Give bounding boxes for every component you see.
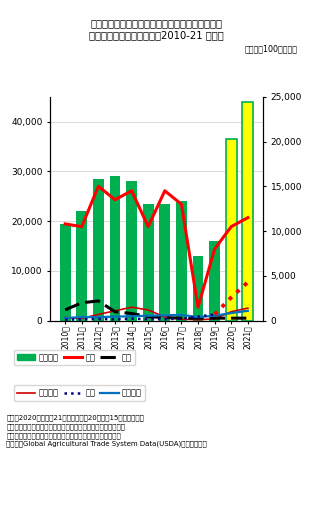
Text: （単位：100万ドル）: （単位：100万ドル）	[244, 45, 297, 54]
Bar	[93, 179, 104, 321]
Text: （表）　中国に対する米国の農水産物輸出総額と: （表） 中国に対する米国の農水産物輸出総額と	[90, 18, 223, 28]
Text: 主要５品目の輸出額　（2010-21 暦年）: 主要５品目の輸出額 （2010-21 暦年）	[89, 31, 224, 41]
Text: （注）2020年および21年の数値は、20年１月15日締結の米中
　貿易「第一段階合意」の目標値。なお、棒グラフの輸出総額
　は左目盛り、折れ線グラフの５品目の: （注）2020年および21年の数値は、20年１月15日締結の米中 貿易「第一段階…	[6, 415, 207, 447]
Bar	[176, 201, 187, 321]
Bar	[110, 176, 121, 321]
Bar	[192, 256, 203, 321]
Bar	[243, 102, 253, 321]
Bar	[226, 139, 237, 321]
Bar	[159, 204, 170, 321]
Bar	[76, 211, 87, 321]
Legend: 粗粒穀物, 豚肉, 酪農産品: 粗粒穀物, 豚肉, 酪農産品	[13, 385, 145, 401]
Bar	[209, 241, 220, 321]
Bar	[126, 181, 137, 321]
Legend: 輸出総額, 大豆, 綿花: 輸出総額, 大豆, 綿花	[13, 350, 135, 365]
Bar	[60, 223, 70, 321]
Bar	[143, 204, 154, 321]
